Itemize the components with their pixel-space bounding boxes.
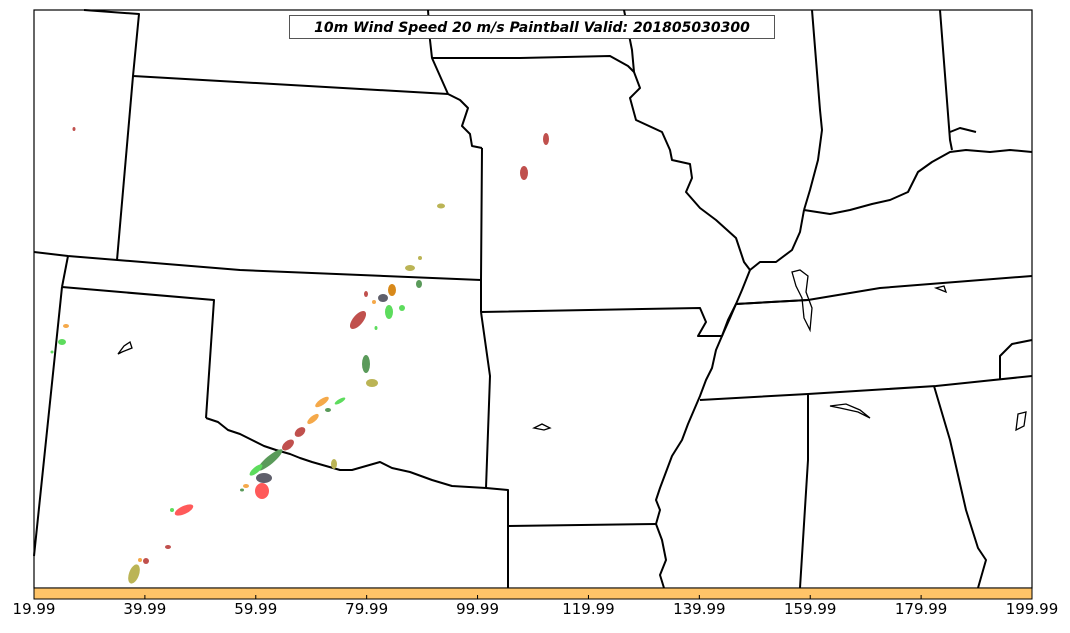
blob xyxy=(364,291,368,297)
lake-5 xyxy=(933,285,948,294)
border-ohio-river-east xyxy=(803,149,1033,215)
border-il-in xyxy=(803,9,823,211)
blob xyxy=(174,504,194,516)
lake-6 xyxy=(1015,411,1027,432)
border-ne-river xyxy=(427,9,483,149)
border-nm-ok xyxy=(61,286,215,419)
colorbar xyxy=(33,587,1033,600)
blob xyxy=(374,326,378,330)
blob xyxy=(256,473,272,483)
colorbar-ticks xyxy=(33,595,1033,599)
colorbar-tick-label: 159.99 xyxy=(783,600,837,618)
colorbar-tick-label: 19.99 xyxy=(12,600,56,618)
border-wy-co xyxy=(83,9,449,95)
blob xyxy=(249,464,263,476)
blob xyxy=(282,439,294,451)
lake-4 xyxy=(791,269,813,333)
state-borders xyxy=(33,9,1033,589)
lake-2 xyxy=(532,423,552,431)
blob xyxy=(72,127,76,131)
border-ok-ar xyxy=(480,311,491,489)
border-ok-tx xyxy=(205,417,487,489)
blob xyxy=(243,484,249,488)
border-nm-az xyxy=(33,286,63,557)
blob xyxy=(128,564,140,584)
map-frame xyxy=(33,9,1033,589)
border-ms-al xyxy=(799,394,809,589)
blob xyxy=(334,397,346,405)
border-tx-la xyxy=(485,487,509,588)
blob xyxy=(362,355,370,373)
lakes xyxy=(117,269,1027,432)
blob xyxy=(63,324,69,328)
border-mississippi-south xyxy=(655,269,751,589)
map-title: 10m Wind Speed 20 m/s Paintball Valid: 2… xyxy=(289,15,775,39)
colorbar-tick-label: 119.99 xyxy=(562,600,615,618)
blob xyxy=(240,488,244,492)
blob xyxy=(520,166,528,180)
border-ohio-river xyxy=(749,209,805,271)
blob xyxy=(58,339,66,345)
border-al-ga xyxy=(933,385,987,589)
blob xyxy=(388,284,396,296)
blob xyxy=(307,413,319,425)
colorbar-tick-label: 59.99 xyxy=(234,600,278,618)
border-ky-tn xyxy=(735,275,1033,305)
border-mi xyxy=(949,127,977,133)
colorbar-tick-label: 179.99 xyxy=(894,600,948,618)
blob xyxy=(399,305,405,311)
blob xyxy=(437,203,445,209)
blob xyxy=(315,396,329,408)
blob xyxy=(257,449,283,471)
border-ia-mo xyxy=(432,55,635,73)
colorbar-tick-label: 39.99 xyxy=(123,600,167,618)
border-nc xyxy=(999,339,1033,380)
border-nm-north xyxy=(61,255,69,288)
blob xyxy=(143,558,149,564)
blob xyxy=(366,379,378,387)
blob xyxy=(349,310,367,330)
border-co-south xyxy=(33,251,482,281)
lake-3 xyxy=(829,403,871,419)
border-ar-la xyxy=(507,523,657,527)
blob xyxy=(418,256,422,260)
blob xyxy=(385,305,393,319)
blob xyxy=(50,350,54,354)
blob xyxy=(138,558,142,562)
colorbar-tick-label: 139.99 xyxy=(673,600,726,618)
border-mississippi-north xyxy=(623,9,751,271)
blob xyxy=(325,408,331,412)
blob xyxy=(416,280,422,288)
colorbar-tick-label: 79.99 xyxy=(345,600,389,618)
blob xyxy=(294,427,306,437)
blob xyxy=(378,294,388,302)
border-in-oh xyxy=(939,9,953,151)
border-tn-ms xyxy=(699,375,1033,401)
paintball-blobs xyxy=(50,127,549,584)
lake-1 xyxy=(117,340,133,355)
blob xyxy=(405,265,415,271)
blob xyxy=(331,459,337,469)
blob xyxy=(170,508,174,512)
colorbar-tick-label: 199.99 xyxy=(1005,600,1059,618)
blob xyxy=(543,133,549,145)
colorbar-tick-label: 99.99 xyxy=(456,600,500,618)
blob xyxy=(165,545,171,549)
blob xyxy=(255,483,269,499)
border-co-west xyxy=(116,75,134,261)
blob xyxy=(372,300,376,304)
